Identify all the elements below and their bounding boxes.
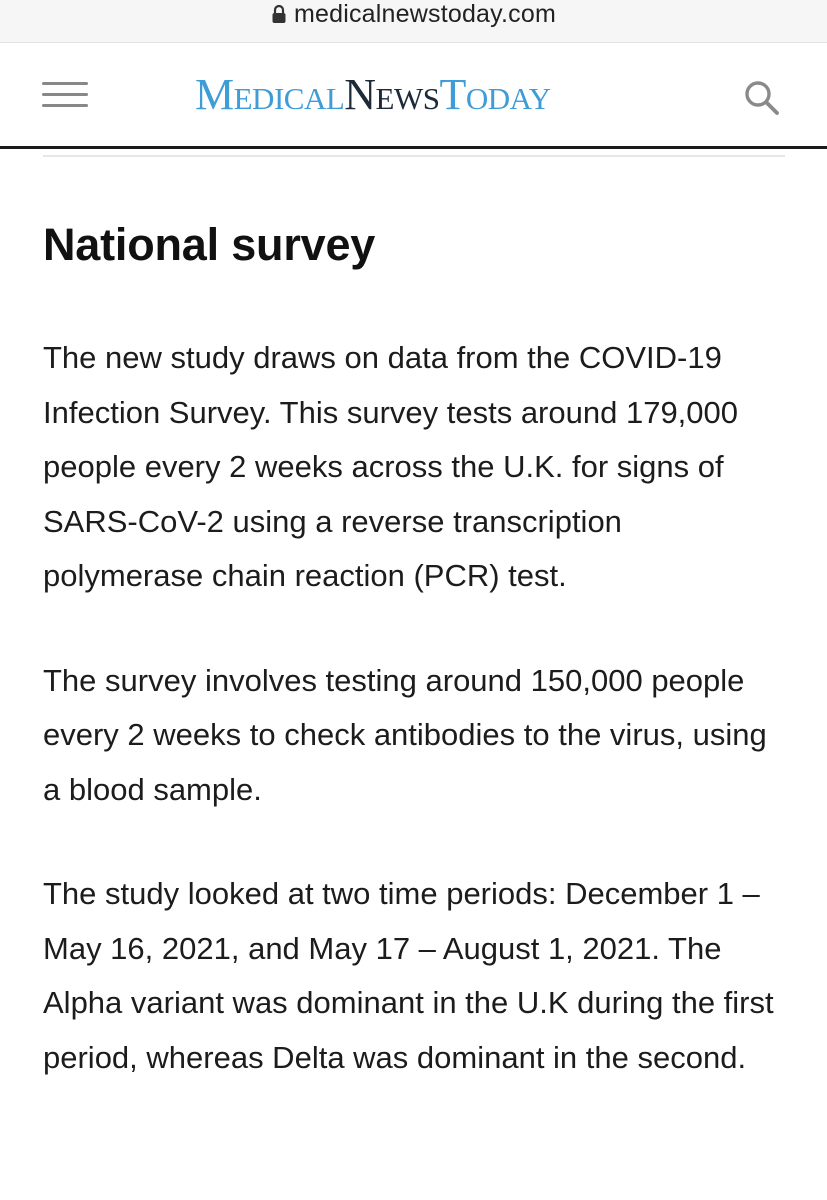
lock-icon — [271, 4, 287, 24]
site-logo[interactable]: Medical News Today — [195, 71, 551, 119]
hamburger-menu-icon[interactable] — [42, 80, 88, 110]
search-icon[interactable] — [743, 79, 781, 117]
article-paragraph: The new study draws on data from the COV… — [43, 340, 739, 593]
content-divider — [43, 155, 785, 157]
site-header: Medical News Today — [0, 43, 827, 149]
url-text[interactable]: medicalnewstoday.com — [294, 0, 556, 28]
article-paragraph: The study looked at two time periods: De… — [43, 876, 774, 1075]
url-container[interactable]: medicalnewstoday.com — [271, 0, 556, 29]
logo-medical: Medical — [195, 70, 345, 119]
logo-news: News — [344, 70, 440, 119]
article-paragraph: The survey involves testing around 150,0… — [43, 662, 767, 807]
section-heading: National survey — [43, 219, 376, 270]
logo-today: Today — [439, 70, 552, 119]
browser-address-bar[interactable]: medicalnewstoday.com — [0, 0, 827, 43]
article-body: National survey The new study draws on d… — [43, 212, 785, 1085]
